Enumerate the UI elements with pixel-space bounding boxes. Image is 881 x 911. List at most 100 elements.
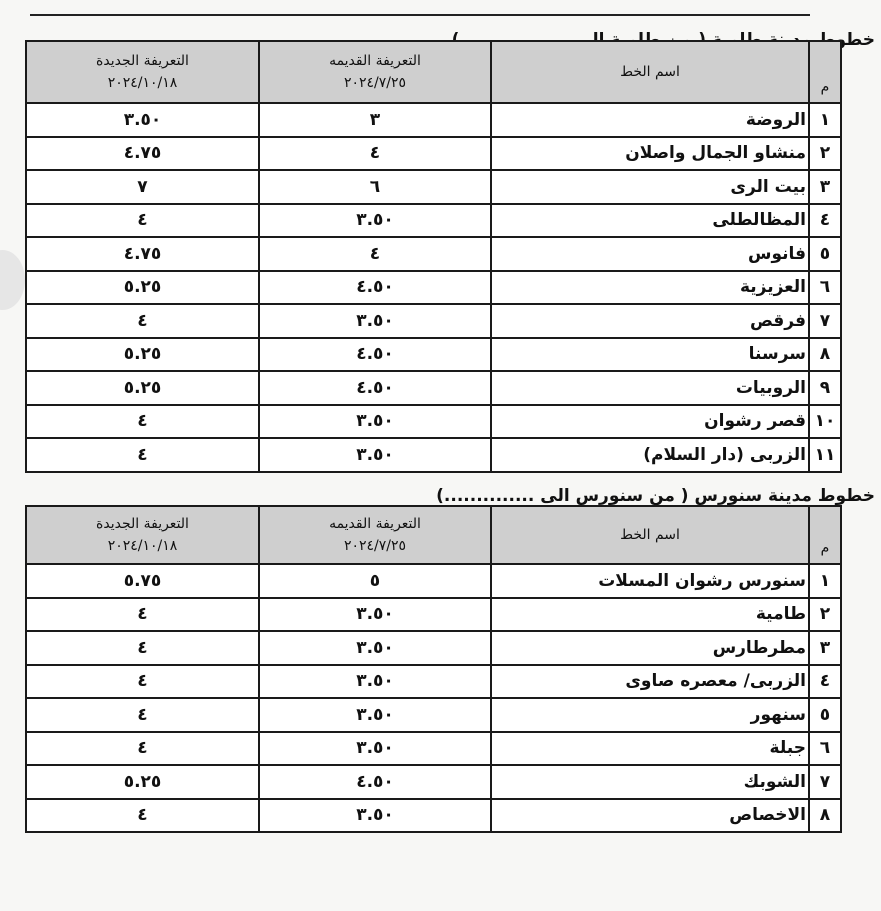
old-fare-label: التعريفة القديمه (329, 53, 421, 69)
row-number: ١ (808, 563, 842, 599)
row-number: ٢ (808, 596, 842, 632)
table-row: ٣ بيت الرى ٦ ٧ (25, 169, 842, 205)
old-fare-date: ٢٠٢٤/٧/٢٥ (343, 538, 407, 554)
old-fare: ٣.٥٠ (258, 630, 492, 666)
row-number: ٨ (808, 797, 842, 833)
old-fare: ٤.٥٠ (258, 336, 492, 372)
new-fare-label: التعريفة الجديدة (96, 53, 189, 69)
table-row: ٥ سنهور ٣.٥٠ ٤ (25, 697, 842, 733)
table-row: ٨ الاخصاص ٣.٥٠ ٤ (25, 797, 842, 833)
row-number: ١٠ (808, 403, 842, 439)
old-fare: ٤.٥٠ (258, 370, 492, 406)
row-number: ٣ (808, 630, 842, 666)
header-row: م اسم الخط التعريفة القديمه ٢٠٢٤/٧/٢٥ الت… (25, 40, 842, 104)
row-number: ١ (808, 102, 842, 138)
table-row: ١ سنورس رشوان المسلات ٥ ٥.٧٥ (25, 563, 842, 599)
line-name: سرسنا (490, 336, 810, 372)
new-fare-label: التعريفة الجديدة (96, 516, 189, 532)
col-new-fare-header: التعريفة الجديدة ٢٠٢٤/١٠/١٨ (25, 505, 260, 565)
old-fare: ٥ (258, 563, 492, 599)
line-name: الاخصاص (490, 797, 810, 833)
row-number: ٧ (808, 764, 842, 800)
table-row: ١ الروضة ٣ ٣.٥٠ (25, 102, 842, 138)
table-row: ٦ العزيزية ٤.٥٠ ٥.٢٥ (25, 269, 842, 305)
row-number: ٦ (808, 730, 842, 766)
line-name: طامية (490, 596, 810, 632)
new-fare: ٥.٢٥ (25, 764, 260, 800)
new-fare: ٧ (25, 169, 260, 205)
new-fare: ٤ (25, 730, 260, 766)
table-row: ٤ الزربى/ معصره صاوى ٣.٥٠ ٤ (25, 663, 842, 699)
new-fare: ٥.٢٥ (25, 269, 260, 305)
line-name: جبلة (490, 730, 810, 766)
col-num-header: م (808, 40, 842, 104)
line-name: منشاو الجمال واصلان (490, 135, 810, 171)
new-fare: ٤ (25, 697, 260, 733)
table-row: ٥ فانوس ٤ ٤.٧٥ (25, 236, 842, 272)
old-fare: ٤.٥٠ (258, 764, 492, 800)
row-number: ٤ (808, 202, 842, 238)
line-name: المظالطلى (490, 202, 810, 238)
line-name: فانوس (490, 236, 810, 272)
table-row: ٢ منشاو الجمال واصلان ٤ ٤.٧٥ (25, 135, 842, 171)
table-row: ٣ مطرطارس ٣.٥٠ ٤ (25, 630, 842, 666)
old-fare: ٣.٥٠ (258, 303, 492, 339)
line-name: الروضة (490, 102, 810, 138)
row-number: ١١ (808, 437, 842, 473)
new-fare-date: ٢٠٢٤/١٠/١٨ (107, 75, 178, 91)
line-name: فرقص (490, 303, 810, 339)
line-name: الروبيات (490, 370, 810, 406)
old-fare: ٣.٥٠ (258, 663, 492, 699)
old-fare: ٣.٥٠ (258, 202, 492, 238)
col-num-header: م (808, 505, 842, 565)
new-fare: ٤ (25, 596, 260, 632)
table-row: ١١ الزربى (دار السلام) ٣.٥٠ ٤ (25, 437, 842, 473)
row-number: ٩ (808, 370, 842, 406)
line-name: الزربى (دار السلام) (490, 437, 810, 473)
old-fare: ٣.٥٠ (258, 596, 492, 632)
col-old-fare-header: التعريفة القديمه ٢٠٢٤/٧/٢٥ (258, 505, 492, 565)
old-fare: ٣.٥٠ (258, 730, 492, 766)
line-name: سنهور (490, 697, 810, 733)
col-name-header: اسم الخط (490, 505, 810, 565)
row-number: ٥ (808, 236, 842, 272)
table-row: ٧ الشوبك ٤.٥٠ ٥.٢٥ (25, 764, 842, 800)
row-number: ٤ (808, 663, 842, 699)
new-fare: ٤ (25, 437, 260, 473)
line-name: الزربى/ معصره صاوى (490, 663, 810, 699)
row-number: ٥ (808, 697, 842, 733)
col-name-header: اسم الخط (490, 40, 810, 104)
old-fare: ٤.٥٠ (258, 269, 492, 305)
old-fare: ٣.٥٠ (258, 403, 492, 439)
new-fare: ٤ (25, 797, 260, 833)
header-row: م اسم الخط التعريفة القديمه ٢٠٢٤/٧/٢٥ الت… (25, 505, 842, 565)
line-name: قصر رشوان (490, 403, 810, 439)
row-number: ٧ (808, 303, 842, 339)
row-number: ٢ (808, 135, 842, 171)
old-fare: ٣.٥٠ (258, 437, 492, 473)
old-fare: ٦ (258, 169, 492, 205)
old-fare: ٣.٥٠ (258, 797, 492, 833)
line-name: العزيزية (490, 269, 810, 305)
old-fare: ٣.٥٠ (258, 697, 492, 733)
new-fare: ٤ (25, 202, 260, 238)
old-fare-date: ٢٠٢٤/٧/٢٥ (343, 75, 407, 91)
table-row: ٤ المظالطلى ٣.٥٠ ٤ (25, 202, 842, 238)
new-fare: ٥.٧٥ (25, 563, 260, 599)
col-old-fare-header: التعريفة القديمه ٢٠٢٤/٧/٢٥ (258, 40, 492, 104)
new-fare: ٤ (25, 663, 260, 699)
new-fare-date: ٢٠٢٤/١٠/١٨ (107, 538, 178, 554)
new-fare: ٤ (25, 403, 260, 439)
table-row: ٨ سرسنا ٤.٥٠ ٥.٢٥ (25, 336, 842, 372)
old-fare-label: التعريفة القديمه (329, 516, 421, 532)
row-number: ٦ (808, 269, 842, 305)
new-fare: ٤ (25, 303, 260, 339)
table-row: ٧ فرقص ٣.٥٠ ٤ (25, 303, 842, 339)
line-name: مطرطارس (490, 630, 810, 666)
line-name: بيت الرى (490, 169, 810, 205)
new-fare: ٣.٥٠ (25, 102, 260, 138)
new-fare: ٥.٢٥ (25, 336, 260, 372)
line-name: سنورس رشوان المسلات (490, 563, 810, 599)
sinnuris-fares-table: م اسم الخط التعريفة القديمه ٢٠٢٤/٧/٢٥ الت… (25, 505, 842, 833)
old-fare: ٣ (258, 102, 492, 138)
